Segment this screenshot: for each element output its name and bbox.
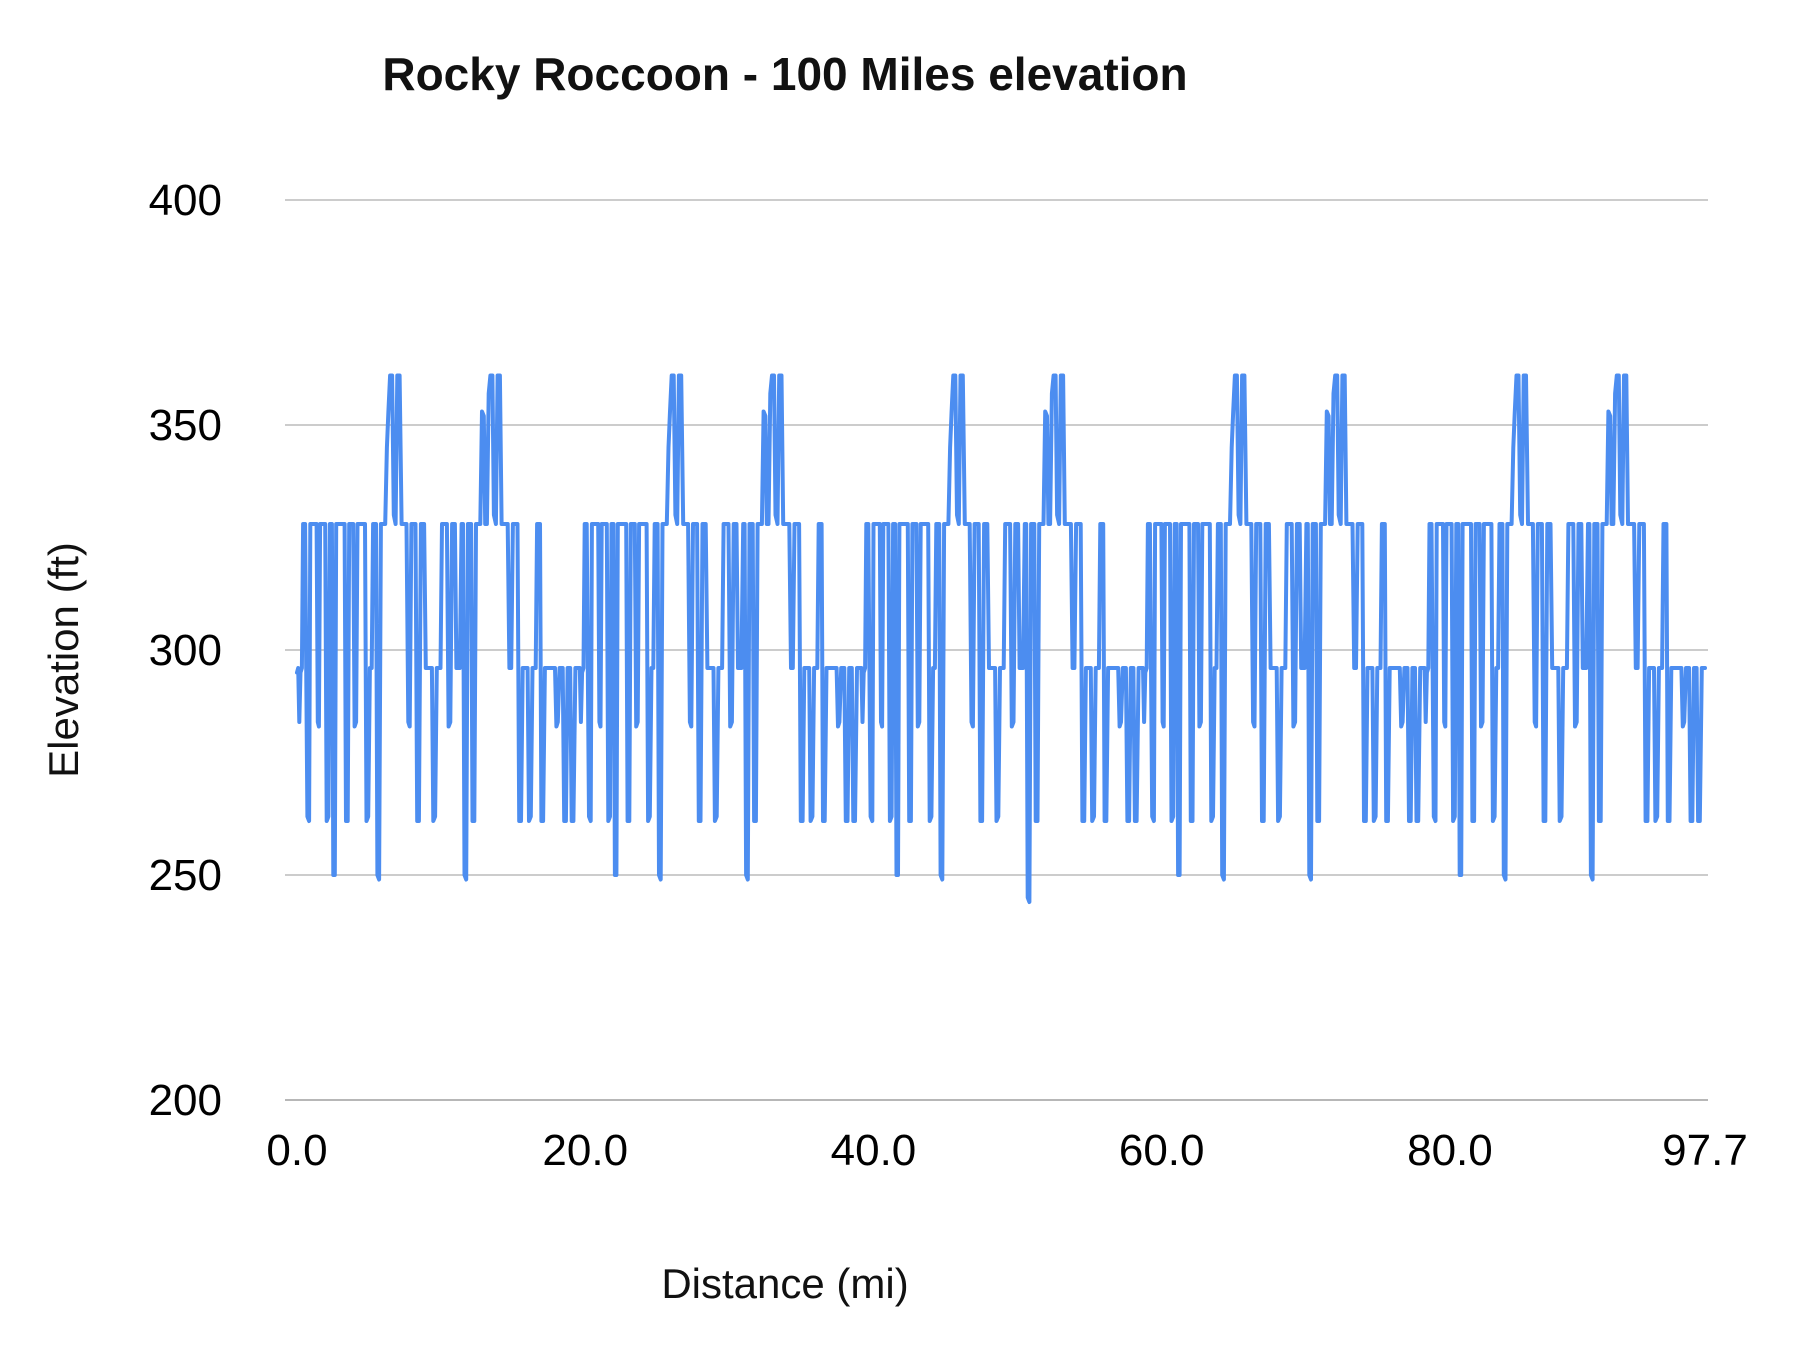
y-axis-title: Elevation (ft) [40, 542, 87, 778]
x-tick-label: 60.0 [1119, 1126, 1205, 1175]
y-tick-labels: 200 250 300 350 400 [149, 176, 222, 1125]
x-axis-title: Distance (mi) [661, 1260, 908, 1307]
chart-title: Rocky Roccoon - 100 Miles elevation [382, 48, 1187, 100]
x-tick-label: 40.0 [831, 1126, 917, 1175]
y-tick-label: 250 [149, 851, 222, 900]
y-tick-label: 400 [149, 176, 222, 225]
x-tick-label: 0.0 [266, 1126, 327, 1175]
gridlines [285, 199, 1708, 1101]
elevation-line-series [295, 373, 1707, 904]
y-tick-label: 350 [149, 401, 222, 450]
x-tick-label: 20.0 [542, 1126, 628, 1175]
y-tick-label: 200 [149, 1076, 222, 1125]
y-tick-label: 300 [149, 626, 222, 675]
x-tick-label: 80.0 [1407, 1126, 1493, 1175]
x-tick-label: 97.7 [1662, 1126, 1748, 1175]
x-tick-labels: 0.0 20.0 40.0 60.0 80.0 97.7 [266, 1126, 1747, 1175]
